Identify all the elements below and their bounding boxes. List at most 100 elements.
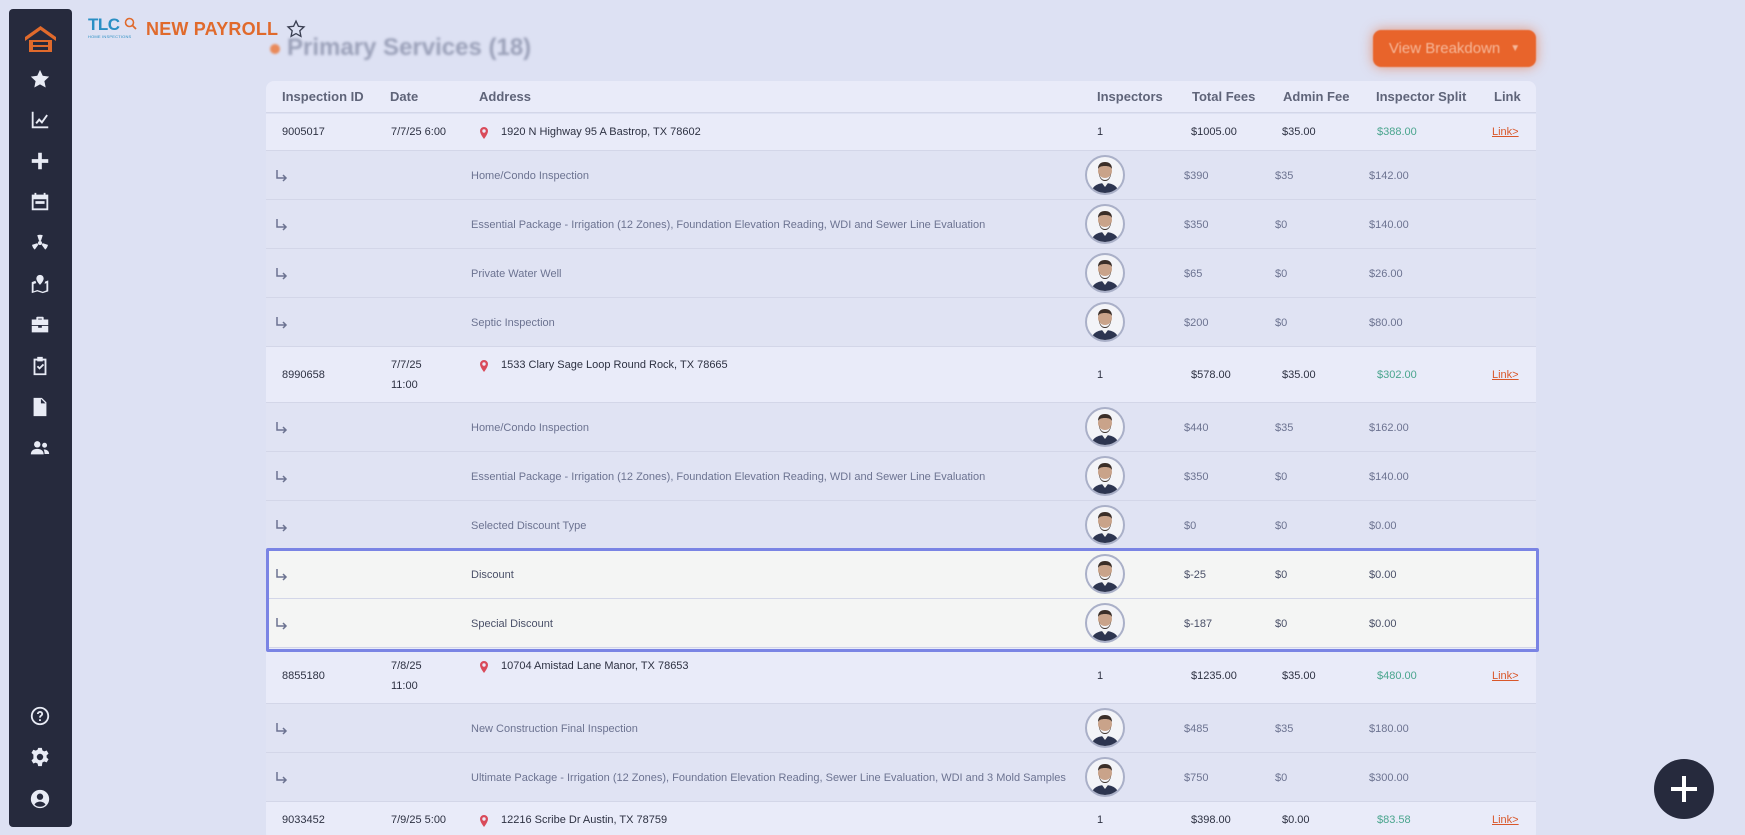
briefcase-icon[interactable] (27, 312, 53, 338)
view-breakdown-button[interactable]: View Breakdown ▼ (1373, 30, 1536, 67)
service-admin-fee: $0 (1275, 772, 1288, 784)
inspector-avatar[interactable] (1085, 554, 1125, 594)
magnifier-logo-icon (124, 17, 137, 30)
inspection-time: 11:00 (391, 680, 418, 692)
service-fee: $-25 (1184, 569, 1207, 581)
inspector-count: 1 (1097, 670, 1104, 682)
col-inspector-split[interactable]: Inspector Split (1376, 89, 1467, 104)
inspector-avatar[interactable] (1085, 456, 1125, 496)
inspection-address: 1920 N Highway 95 A Bastrop, TX 78602 (501, 126, 701, 138)
table-row[interactable]: 9033452 7/9/25 5:00 12216 Scribe Dr Aust… (266, 802, 1536, 835)
service-row: New Construction Final Inspection $485 $… (266, 704, 1536, 753)
inspector-avatar[interactable] (1085, 253, 1125, 293)
favorite-star-icon[interactable] (286, 18, 308, 40)
service-name: Home/Condo Inspection (471, 170, 590, 182)
inspector-count: 1 (1097, 126, 1104, 138)
col-address[interactable]: Address (479, 89, 532, 104)
home-logo-icon[interactable] (23, 23, 58, 55)
col-link[interactable]: Link (1494, 89, 1521, 104)
clipboard-check-icon[interactable] (27, 353, 53, 379)
subdirectory-arrow-icon (274, 721, 290, 737)
service-admin-fee: $0 (1275, 569, 1288, 581)
service-fee: $485 (1184, 723, 1209, 735)
inspection-id: 8855180 (282, 670, 325, 682)
help-icon[interactable] (27, 703, 53, 729)
col-date[interactable]: Date (390, 89, 419, 104)
service-name: Home/Condo Inspection (471, 422, 590, 434)
subdirectory-arrow-icon (274, 420, 290, 436)
inspection-link[interactable]: Link> (1492, 126, 1519, 138)
payroll-table: Inspection ID Date Address Inspectors To… (266, 81, 1536, 835)
calendar-icon[interactable] (27, 189, 53, 215)
service-fee: $750 (1184, 772, 1209, 784)
company-logo[interactable]: TLC HOME INSPECTIONS (88, 16, 138, 42)
service-fee: $350 (1184, 219, 1209, 231)
service-split: $300.00 (1369, 772, 1409, 784)
inspector-avatar[interactable] (1085, 603, 1125, 643)
inspector-avatar[interactable] (1085, 302, 1125, 342)
service-name: Discount (471, 569, 514, 581)
col-inspectors[interactable]: Inspectors (1097, 89, 1163, 104)
add-fab-button[interactable] (1654, 759, 1714, 819)
service-split: $180.00 (1369, 723, 1409, 735)
service-name: Private Water Well (471, 268, 562, 280)
inspector-avatar[interactable] (1085, 505, 1125, 545)
service-row: Home/Condo Inspection $440 $35 $162.00 (266, 403, 1536, 452)
inspector-avatar[interactable] (1085, 757, 1125, 797)
total-fee: $1235.00 (1191, 670, 1237, 682)
service-admin-fee: $35 (1275, 723, 1294, 735)
plus-icon[interactable] (27, 148, 53, 174)
inspection-id: 8990658 (282, 369, 325, 381)
inspection-time: 11:00 (391, 379, 418, 391)
table-row[interactable]: 8855180 7/8/25 11:00 10704 Amistad Lane … (266, 648, 1536, 704)
subdirectory-arrow-icon (274, 315, 290, 331)
map-pin-icon (479, 814, 489, 827)
service-split: $140.00 (1369, 471, 1409, 483)
service-admin-fee: $0 (1275, 317, 1288, 329)
map-pin-icon (479, 126, 489, 139)
service-split: $142.00 (1369, 170, 1409, 182)
inspector-count: 1 (1097, 814, 1104, 826)
section-title: Primary Services (18) (287, 34, 532, 61)
service-row: Essential Package - Irrigation (12 Zones… (266, 200, 1536, 249)
inspection-link[interactable]: Link> (1492, 670, 1519, 682)
service-name: New Construction Final Inspection (471, 723, 638, 735)
gear-icon[interactable] (27, 744, 53, 770)
map-marked-icon[interactable] (27, 271, 53, 297)
service-fee: $350 (1184, 471, 1209, 483)
inspection-address: 12216 Scribe Dr Austin, TX 78759 (501, 814, 668, 826)
service-fee: $0 (1184, 520, 1197, 532)
radiation-icon[interactable] (27, 230, 53, 256)
chart-line-icon[interactable] (27, 107, 53, 133)
inspection-link[interactable]: Link> (1492, 369, 1519, 381)
total-fee: $1005.00 (1191, 126, 1237, 138)
inspection-link[interactable]: Link> (1492, 814, 1519, 826)
inspector-split: $388.00 (1377, 126, 1417, 138)
inspector-avatar[interactable] (1085, 708, 1125, 748)
user-circle-icon[interactable] (27, 786, 53, 812)
service-fee: $200 (1184, 317, 1209, 329)
total-fee: $398.00 (1191, 814, 1231, 826)
inspector-avatar[interactable] (1085, 204, 1125, 244)
service-admin-fee: $0 (1275, 219, 1288, 231)
star-icon[interactable] (27, 66, 53, 92)
inspection-address: 10704 Amistad Lane Manor, TX 78653 (501, 660, 689, 672)
service-name: Septic Inspection (471, 317, 555, 329)
col-inspection-id[interactable]: Inspection ID (282, 89, 364, 104)
table-row[interactable]: 9005017 7/7/25 6:00 1920 N Highway 95 A … (266, 114, 1536, 151)
table-row[interactable]: 8990658 7/7/25 11:00 1533 Clary Sage Loo… (266, 347, 1536, 403)
subdirectory-arrow-icon (274, 469, 290, 485)
col-admin-fee[interactable]: Admin Fee (1283, 89, 1350, 104)
inspection-id: 9005017 (282, 126, 325, 138)
service-fee: $440 (1184, 422, 1209, 434)
service-admin-fee: $0 (1275, 268, 1288, 280)
service-admin-fee: $35 (1275, 422, 1294, 434)
inspector-avatar[interactable] (1085, 155, 1125, 195)
service-split: $0.00 (1369, 569, 1397, 581)
users-icon[interactable] (27, 435, 53, 461)
admin-fee: $35.00 (1282, 126, 1316, 138)
col-total-fees[interactable]: Total Fees (1192, 89, 1256, 104)
inspector-avatar[interactable] (1085, 407, 1125, 447)
admin-fee: $0.00 (1282, 814, 1310, 826)
file-icon[interactable] (27, 394, 53, 420)
